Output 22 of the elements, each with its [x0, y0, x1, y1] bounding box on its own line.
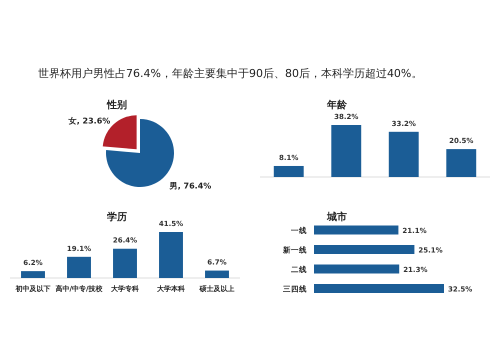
- bar: [446, 149, 476, 177]
- data-label: , 76.4%: [178, 181, 212, 190]
- bar: [205, 270, 229, 278]
- bar: [314, 284, 444, 293]
- data-label: , 23.6%: [76, 116, 110, 126]
- bar: [274, 166, 304, 177]
- slice-label: 女: [68, 116, 77, 126]
- bar: [388, 132, 419, 177]
- bar: [21, 271, 45, 278]
- bar: [314, 245, 414, 254]
- bar: [67, 256, 91, 278]
- chart-title: 性别: [106, 99, 127, 111]
- bar: [113, 248, 137, 278]
- bar: [314, 226, 398, 234]
- bar: [159, 232, 183, 278]
- bar: [314, 264, 400, 274]
- chart-title: 学历: [107, 211, 127, 223]
- chart-title: 城市: [326, 211, 347, 223]
- bar: [331, 125, 362, 177]
- text: 世界杯用户男性占76.4%，年龄主要集中于90后、80后，本科学历超过40%。: [38, 67, 422, 80]
- chart-title: 年龄: [326, 99, 348, 111]
- slice-label: 男: [168, 181, 178, 190]
